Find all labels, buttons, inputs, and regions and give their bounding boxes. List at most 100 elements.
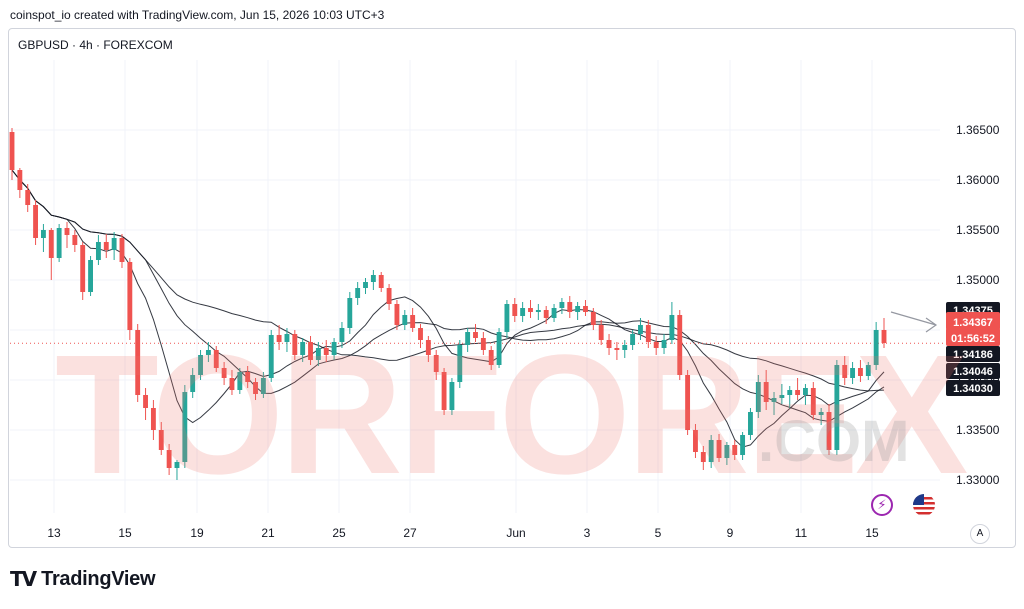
candle [543, 306, 549, 324]
candle-body [190, 375, 196, 392]
candle [881, 318, 887, 348]
candle-body [724, 445, 730, 458]
candle-body [64, 228, 70, 235]
price-label: 1.34186 [946, 346, 1000, 362]
candle-body [394, 304, 400, 325]
candle-body [221, 368, 227, 378]
candle-body [818, 412, 824, 415]
price-label-box [946, 363, 1000, 379]
candle [433, 350, 439, 380]
candle-body [865, 365, 871, 376]
y-tick-label: 1.36500 [956, 123, 1000, 137]
price-label-text: 1.34367 [953, 317, 993, 329]
candle-body [614, 348, 620, 350]
auto-scale-button[interactable]: A [970, 524, 990, 544]
candle-body [363, 282, 368, 288]
candle-body [292, 334, 298, 355]
chart-frame[interactable] [8, 28, 1016, 548]
candle-body [795, 390, 801, 395]
candle-body [135, 330, 141, 395]
candle-body [323, 348, 329, 355]
candle [645, 320, 651, 348]
candles [9, 128, 887, 480]
candle [803, 384, 808, 405]
price-label-text: 01:56:52 [951, 333, 995, 345]
x-tick-label: 5 [655, 526, 662, 540]
candle [598, 320, 604, 345]
x-tick-label: 3 [584, 526, 591, 540]
dashed-arrow-icon [890, 311, 938, 333]
candle [276, 325, 282, 350]
candle-body [857, 368, 863, 376]
moving-average-line [11, 169, 885, 448]
candle-body [543, 310, 549, 318]
candle [347, 292, 353, 334]
candle-body [72, 235, 78, 245]
us-flag-icon[interactable] [913, 494, 935, 516]
brand-name: TradingView [41, 567, 156, 590]
candle [205, 342, 211, 362]
price-label-box [946, 328, 1000, 346]
candle-body [457, 345, 463, 382]
candle [700, 446, 706, 470]
moving-average-line [11, 169, 885, 422]
price-label-text: 1.34186 [953, 349, 993, 361]
candle [583, 300, 588, 316]
candle [810, 382, 816, 420]
x-tick-label: Jun [506, 526, 525, 540]
candle [779, 384, 785, 404]
candle-body [25, 190, 31, 205]
candle-body [315, 348, 321, 360]
candle-body [347, 298, 353, 328]
x-tick-label: 19 [190, 526, 204, 540]
candle-body [127, 262, 133, 330]
candle [441, 368, 447, 415]
candle [40, 224, 46, 252]
candle-body [575, 306, 581, 312]
candle-body [881, 330, 887, 343]
lightning-icon[interactable]: ⚡ [871, 494, 893, 516]
candle-body [182, 392, 188, 462]
price-label: 1.34030 [946, 380, 1000, 396]
symbol-info[interactable]: GBPUSD · 4h · FOREXCOM [18, 38, 173, 52]
candle-body [88, 260, 93, 292]
candle [260, 372, 266, 398]
candle-body [850, 368, 856, 378]
candle-body [465, 332, 471, 345]
candle [567, 296, 573, 318]
y-tick-label: 1.35500 [956, 223, 1000, 237]
candle [685, 370, 691, 435]
candle [575, 302, 581, 320]
x-axis: 13 15 19 21 25 27 Jun 3 5 9 11 15 [47, 526, 879, 540]
candle-body [40, 230, 46, 238]
candle [818, 408, 824, 425]
candle-body [645, 325, 651, 342]
tradingview-brand[interactable]: TV TradingView [10, 567, 156, 591]
price-label: 01:56:52 [946, 328, 1000, 346]
candle [653, 336, 659, 355]
candle [25, 184, 31, 212]
candle-body [496, 332, 502, 365]
candle [590, 308, 596, 330]
candle-body [95, 242, 101, 260]
moving-averages [10, 169, 946, 448]
price-label-box [946, 312, 1000, 330]
candle [425, 336, 431, 362]
candle-body [583, 306, 588, 312]
candle [465, 328, 471, 352]
candle [551, 304, 557, 322]
candle-body [174, 462, 180, 468]
candle [237, 368, 243, 394]
candle-body [119, 238, 125, 262]
candle-body [253, 382, 258, 394]
candle [748, 408, 753, 440]
candle-body [410, 315, 416, 328]
candle [190, 368, 196, 398]
candle [418, 324, 423, 348]
candle [315, 342, 321, 366]
candle [716, 434, 722, 462]
candle-body [535, 310, 541, 312]
candle [103, 234, 109, 258]
candle-body [638, 325, 643, 334]
